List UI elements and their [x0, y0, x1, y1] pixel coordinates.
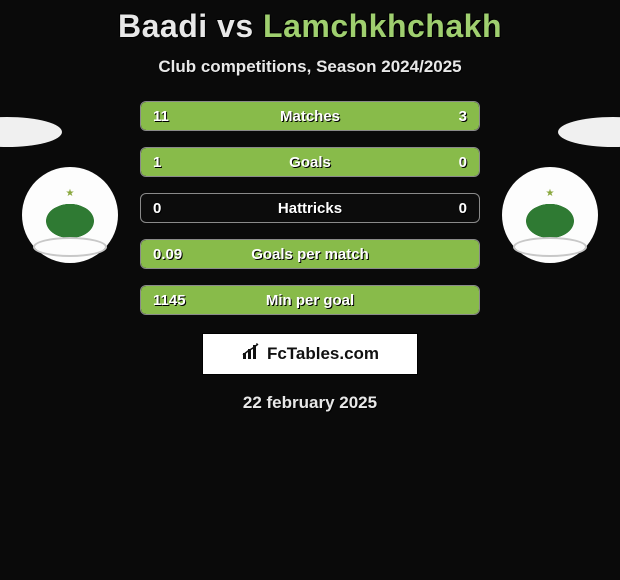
stat-bar: 11Matches3	[140, 101, 480, 131]
stat-bar-list: 11Matches31Goals00Hattricks00.09Goals pe…	[140, 101, 480, 315]
date-label: 22 february 2025	[0, 393, 620, 413]
stat-label: Goals	[141, 154, 479, 171]
club-logo-right: ★	[502, 167, 598, 263]
stat-bar: 0Hattricks0	[140, 193, 480, 223]
stat-bar: 1Goals0	[140, 147, 480, 177]
bar-chart-icon	[241, 343, 263, 366]
stat-value-right: 3	[459, 108, 467, 125]
stat-value-right: 0	[459, 200, 467, 217]
branding-box[interactable]: FcTables.com	[202, 333, 418, 375]
stat-label: Min per goal	[141, 292, 479, 309]
stat-label: Hattricks	[141, 200, 479, 217]
stat-label: Goals per match	[141, 246, 479, 263]
stat-label: Matches	[141, 108, 479, 125]
content-area: ★ ★ 11Matches31Goals00Hattricks00.09Goal…	[0, 101, 620, 413]
subtitle: Club competitions, Season 2024/2025	[0, 57, 620, 77]
comparison-card: Baadi vs Lamchkhchakh Club competitions,…	[0, 0, 620, 413]
stat-bar: 1145Min per goal	[140, 285, 480, 315]
stat-value-right: 0	[459, 154, 467, 171]
player1-name: Baadi	[118, 8, 208, 44]
page-title: Baadi vs Lamchkhchakh	[0, 8, 620, 45]
star-icon: ★	[546, 189, 555, 199]
club-logo-left: ★	[22, 167, 118, 263]
branding-text: FcTables.com	[267, 344, 379, 364]
club-ring-text	[513, 237, 587, 257]
vs-label: vs	[217, 8, 254, 44]
stat-bar: 0.09Goals per match	[140, 239, 480, 269]
player2-name: Lamchkhchakh	[263, 8, 502, 44]
country-flag-right	[558, 117, 620, 147]
star-icon: ★	[66, 189, 75, 199]
country-flag-left	[0, 117, 62, 147]
club-ring-text	[33, 237, 107, 257]
eagle-icon	[42, 201, 98, 241]
eagle-icon	[522, 201, 578, 241]
